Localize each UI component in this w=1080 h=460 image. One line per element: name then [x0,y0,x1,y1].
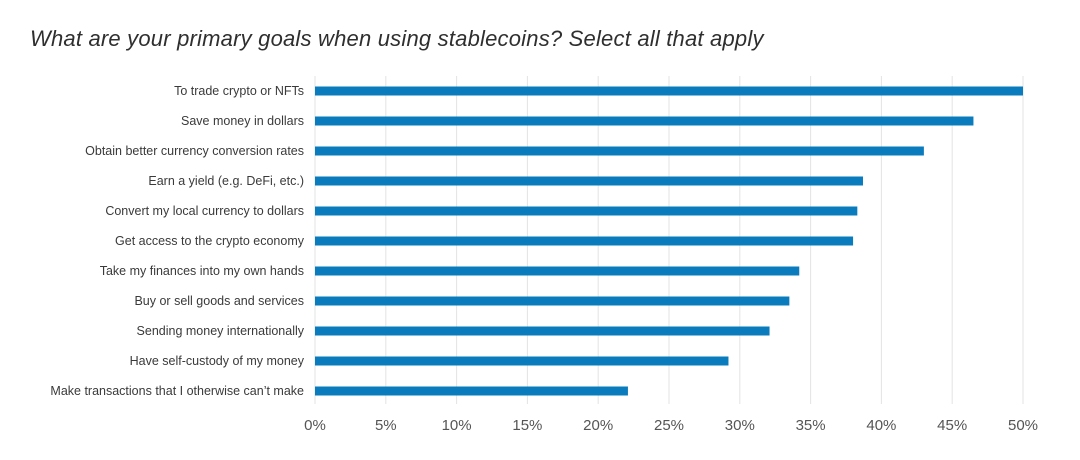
x-axis-tick-labels: 0% 5% 10% 15% 20% 25% 30% 35% 40% 45% 50% [304,417,1038,434]
x-tick-label: 5% [375,417,397,434]
bar [315,86,1023,96]
bar [315,386,628,396]
bar [315,206,858,216]
bar [315,116,974,126]
category-label: Save money in dollars [181,114,304,128]
bar [315,176,863,186]
bar [315,146,924,156]
x-tick-label: 25% [654,417,684,434]
category-label: Obtain better currency conversion rates [85,144,304,158]
category-label: Convert my local currency to dollars [105,204,304,218]
category-label: Buy or sell goods and services [134,294,304,308]
bar [315,326,770,336]
category-label: Take my finances into my own hands [100,264,304,278]
bar [315,236,854,246]
x-tick-label: 35% [796,417,826,434]
category-label: To trade crypto or NFTs [174,84,304,98]
bars-layer [315,86,1023,396]
category-label: Make transactions that I otherwise can’t… [50,384,304,398]
category-labels: To trade crypto or NFTs Save money in dol… [50,84,304,398]
x-tick-label: 40% [866,417,896,434]
x-tick-label: 0% [304,417,326,434]
x-tick-label: 30% [725,417,755,434]
x-tick-label: 50% [1008,417,1038,434]
category-label: Get access to the crypto economy [115,234,305,248]
bar [315,356,729,366]
bar [315,266,800,276]
x-tick-label: 10% [442,417,472,434]
category-label: Earn a yield (e.g. DeFi, etc.) [148,174,304,188]
bar [315,296,790,306]
chart-title: What are your primary goals when using s… [30,26,764,51]
x-tick-label: 15% [512,417,542,434]
category-label: Have self-custody of my money [130,354,305,368]
x-tick-label: 20% [583,417,613,434]
category-label: Sending money internationally [137,324,305,338]
x-tick-label: 45% [937,417,967,434]
